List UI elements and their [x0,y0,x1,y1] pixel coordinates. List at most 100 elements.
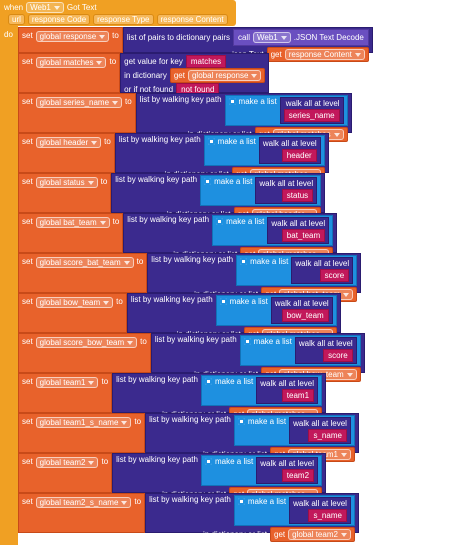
make-list-label: make a list [226,217,265,226]
set-label: set [22,297,33,306]
walk-all-block: walk all at level header [258,137,321,164]
set-block: set global team1 to [18,373,113,413]
set-statement: set global matches to get value for key matc… [18,53,373,96]
set-block: set global series_name to [18,93,136,133]
component-dropdown[interactable]: Web1 [26,2,64,13]
variable-dropdown[interactable]: global series_name [35,97,123,108]
decode-row: list of pairs to dictionary pairs call Web… [127,29,369,46]
path-row: list by walking key path make a list walk … [116,455,323,486]
text-block: bat_team [281,229,326,242]
walk-all-label: walk all at level [285,99,340,108]
variable-dropdown[interactable]: global status [35,177,98,188]
to-label: to [109,57,117,66]
variable-dropdown[interactable]: global bat_team [35,217,110,228]
event-param[interactable]: url [8,14,25,25]
path-row: list by walking key path make a list walk … [149,415,355,446]
set-block: set global status to [18,173,112,213]
walk-all-block: walk all at level series_name [279,97,344,124]
mutator-icon[interactable] [237,418,245,425]
make-list-block: make a list walk all at level score [236,255,358,286]
walk-all-block: walk all at level status [255,177,318,204]
make-list-label: make a list [214,177,253,186]
value-block: list by walking key path make a list walk … [112,453,327,502]
variable-dropdown[interactable]: global response [187,70,262,81]
mutator-icon[interactable] [204,178,212,185]
variable-dropdown[interactable]: global team1_s_name [35,417,132,428]
walk-all-label: walk all at level [260,379,315,388]
get-block: get global response [169,68,266,83]
path-row: list by walking key path make a list walk … [115,175,322,206]
variable-dropdown[interactable]: global header [35,137,102,148]
set-statement: set global team2 to list by walking key pat… [18,453,373,502]
value-block: list of pairs to dictionary pairs call Web… [122,27,373,62]
variable-dropdown[interactable]: global team2_s_name [35,497,132,508]
event-param[interactable]: response Content [156,14,228,25]
set-statement: set global team2_s_name to list by walking … [18,493,373,542]
variable-dropdown[interactable]: global team1 [35,377,99,388]
set-label: set [22,31,33,40]
event-param[interactable]: response Code [27,14,91,25]
set-statement: set global team1 to list by walking key pat… [18,373,373,422]
walk-all-label: walk all at level [295,259,350,268]
variable-dropdown[interactable]: global bow_team [35,297,114,308]
mutator-icon[interactable] [228,98,236,105]
to-label: to [134,417,142,426]
variable-dropdown[interactable]: response Content [284,49,365,60]
block-label: list by walking key path [116,455,198,464]
event-title-row: when Web1 Got Text [4,2,97,13]
set-label: set [22,217,33,226]
get-label: get [274,530,286,539]
walk-all-block: walk all at level score [291,257,354,284]
make-list-block: make a list walk all at level header [203,135,325,166]
set-label: set [22,377,33,386]
event-name: Got Text [66,3,97,12]
mutator-icon[interactable] [243,338,251,345]
dict-label: in dictionary or list [202,530,267,539]
event-do-spine [0,26,18,545]
set-block: set global team2 to [18,453,113,493]
component-dropdown[interactable]: Web1 [253,32,291,43]
path-row: list by walking key path make a list walk … [155,335,361,366]
value-block: list by walking key path make a list walk … [126,293,341,342]
get-label: get [173,71,185,80]
mutator-icon[interactable] [216,218,224,225]
variable-dropdown[interactable]: global score_bow_team [35,337,138,348]
set-block: set global bat_team to [18,213,124,253]
value-block: list by walking key path make a list walk … [147,253,362,302]
value-block: list by walking key path make a list walk … [114,133,329,182]
set-statement: set global bow_team to list by walking key … [18,293,373,342]
set-block: set global team1_s_name to [18,413,146,453]
set-statement: set global score_bow_team to list by walkin… [18,333,373,382]
text-block: score [323,349,353,362]
value-block: list by walking key path make a list walk … [112,373,327,422]
to-label: to [101,457,109,466]
variable-dropdown[interactable]: global team2 [35,457,99,468]
make-list-block: make a list walk all at level s_name [233,495,355,526]
make-list-block: make a list walk all at level bat_team [212,215,334,246]
mutator-icon[interactable] [240,258,248,265]
block-label: list by walking key path [116,375,198,384]
path-row: list by walking key path make a list walk … [116,375,323,406]
to-label: to [136,257,144,266]
make-list-block: make a list walk all at level team2 [200,455,323,486]
mutator-icon[interactable] [204,378,212,385]
path-row: list by walking key path make a list walk … [131,295,337,326]
variable-dropdown[interactable]: global matches [35,57,107,68]
variable-dropdown[interactable]: global response [35,31,110,42]
walk-all-block: walk all at level bat_team [267,217,330,244]
path-row: list by walking key path make a list walk … [127,215,334,246]
make-list-label: make a list [214,377,254,386]
variable-dropdown[interactable]: global team2 [288,529,351,540]
mutator-icon[interactable] [219,298,227,305]
text-block: bow_team [281,309,329,322]
set-block: set global score_bow_team to [18,333,151,373]
mutator-icon[interactable] [207,138,215,145]
text-block: s_name [308,429,347,442]
event-param[interactable]: response Type [93,14,154,25]
mutator-icon[interactable] [237,498,245,505]
variable-dropdown[interactable]: global score_bat_team [35,257,134,268]
make-list-block: make a list walk all at level status [200,175,322,206]
do-label: do [4,30,13,39]
mutator-icon[interactable] [204,458,212,465]
